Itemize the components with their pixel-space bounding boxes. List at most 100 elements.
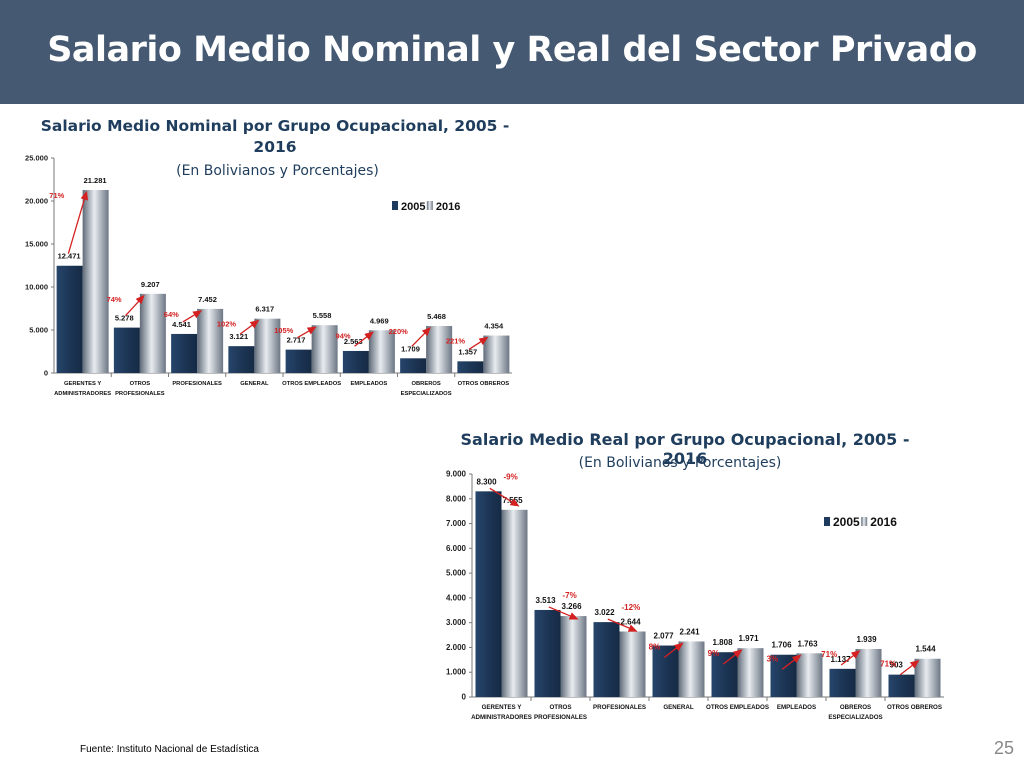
y-tick-label: 1.000	[446, 668, 467, 677]
y-tick-label: 9.000	[446, 470, 467, 479]
data-label-2005: 1.709	[401, 344, 420, 353]
data-label-2005: 903	[890, 661, 904, 670]
slide-header: Salario Medio Nominal y Real del Sector …	[0, 0, 1024, 104]
category-label: PROFESIONALES	[115, 391, 165, 397]
legend-label-2005: 2005	[401, 201, 425, 213]
change-arrow	[468, 336, 489, 350]
category-label: GENERAL	[663, 704, 693, 711]
category-label: PROFESIONALES	[172, 381, 222, 387]
data-label-2016: 3.266	[562, 602, 583, 611]
change-label: 71%	[880, 660, 896, 669]
change-arrow	[607, 618, 638, 632]
bar-2005	[113, 327, 140, 373]
bar-2016	[560, 616, 587, 697]
category-label: ADMINISTRADORES	[471, 714, 532, 721]
real-chart-subtitle: (En Bolivianos y Porcentajes)	[578, 455, 782, 471]
change-arrow	[722, 649, 743, 665]
real-chart-title: Salario Medio Real por Grupo Ocupacional…	[460, 430, 910, 468]
category-label: OTROS	[130, 381, 151, 387]
legend-label-2016: 2016	[436, 201, 460, 213]
source-note: Fuente: Instituto Nacional de Estadístic…	[80, 744, 259, 755]
bar-2005	[342, 350, 369, 373]
slide-title: Salario Medio Nominal y Real del Sector …	[47, 30, 977, 70]
change-label: 102%	[217, 320, 237, 329]
category-label: OBREROS	[411, 381, 440, 387]
data-label-2005: 12.471	[58, 252, 81, 261]
data-label-2016: 7.452	[198, 295, 217, 304]
bar-2016	[311, 325, 338, 373]
legend-label-2005: 2005	[833, 515, 860, 529]
bar-2016	[678, 641, 705, 697]
category-label: ADMINISTRADORES	[54, 391, 111, 397]
y-tick-label: 8.000	[446, 494, 467, 503]
change-arrow	[125, 294, 145, 317]
y-tick-label: 7.000	[446, 519, 467, 528]
data-label-2005: 8.300	[477, 477, 498, 486]
data-label-2005: 4.541	[172, 320, 191, 329]
data-label-2005: 1.357	[458, 347, 477, 356]
real-salary-chart: 0 1.000 2.000 3.000 4.000 5.000 6.000 7.000 8.00…	[446, 470, 944, 721]
bar-2005	[534, 609, 561, 697]
bar-2016	[914, 658, 941, 697]
change-arrow	[489, 487, 520, 507]
data-label-2005: 1.706	[772, 641, 793, 650]
change-label: 71%	[821, 650, 837, 659]
change-label: 74%	[107, 295, 122, 304]
bar-2016	[737, 648, 764, 697]
page-number: 25	[993, 738, 1014, 758]
change-label: 64%	[164, 310, 179, 319]
category-label: OTROS EMPLEADOS	[706, 704, 769, 711]
data-label-2016: 5.558	[313, 311, 332, 320]
y-tick-label: 25.000	[25, 154, 48, 163]
data-label-2005: 3.022	[595, 608, 616, 617]
change-arrow	[239, 319, 260, 335]
data-label-2016: 1.544	[916, 645, 937, 654]
change-arrow	[411, 327, 431, 347]
change-arrow	[67, 190, 89, 254]
change-label: 8%	[649, 642, 661, 651]
y-tick-label: 20.000	[25, 197, 48, 206]
category-label: GERENTES Y	[64, 381, 101, 387]
data-label-2016: 2.644	[621, 617, 642, 626]
bar-2005	[171, 333, 198, 373]
data-label-2005: 1.808	[713, 638, 734, 647]
change-label: -7%	[563, 591, 577, 600]
bar-2016	[501, 509, 528, 697]
category-label: ESPECIALIZADOS	[401, 391, 452, 397]
bar-2016	[368, 330, 395, 373]
change-label: 105%	[274, 326, 294, 335]
legend-swatch-2016	[426, 201, 433, 210]
change-label: 220%	[389, 327, 409, 336]
y-tick-label: 10.000	[25, 283, 48, 292]
change-label: 3%	[767, 654, 779, 663]
category-label: OBREROS	[840, 704, 871, 711]
category-label: PROFESIONALES	[534, 714, 587, 721]
bar-2016	[139, 293, 166, 373]
legend-swatch-2016	[861, 517, 868, 526]
data-label-2016: 9.207	[141, 280, 160, 289]
bar-2016	[855, 648, 882, 697]
y-tick-label: 15.000	[25, 240, 48, 249]
y-tick-label: 0	[462, 693, 467, 702]
data-label-2016: 4.354	[484, 322, 504, 331]
y-tick-label: 3.000	[446, 618, 467, 627]
legend-swatch-2005	[824, 517, 830, 526]
bar-2016	[82, 189, 109, 373]
category-label: OTROS EMPLEADOS	[282, 381, 341, 387]
data-label-2016: 2.241	[680, 627, 701, 636]
category-label: EMPLEADOS	[777, 704, 816, 711]
data-label-2016: 1.971	[739, 634, 760, 643]
change-arrow	[297, 326, 317, 339]
y-tick-label: 5.000	[29, 326, 48, 335]
data-label-2005: 2.717	[287, 336, 306, 345]
y-tick-label: 2.000	[446, 643, 467, 652]
bar-2005	[56, 265, 83, 373]
category-label: EMPLEADOS	[351, 381, 388, 387]
bar-2005	[888, 674, 915, 697]
change-arrow	[663, 642, 684, 658]
category-label: ESPECIALIZADOS	[828, 714, 882, 721]
data-label-2005: 5.278	[115, 314, 134, 323]
change-label: 71%	[49, 191, 64, 200]
category-label: GERENTES Y	[482, 704, 523, 711]
change-arrow	[548, 606, 579, 620]
